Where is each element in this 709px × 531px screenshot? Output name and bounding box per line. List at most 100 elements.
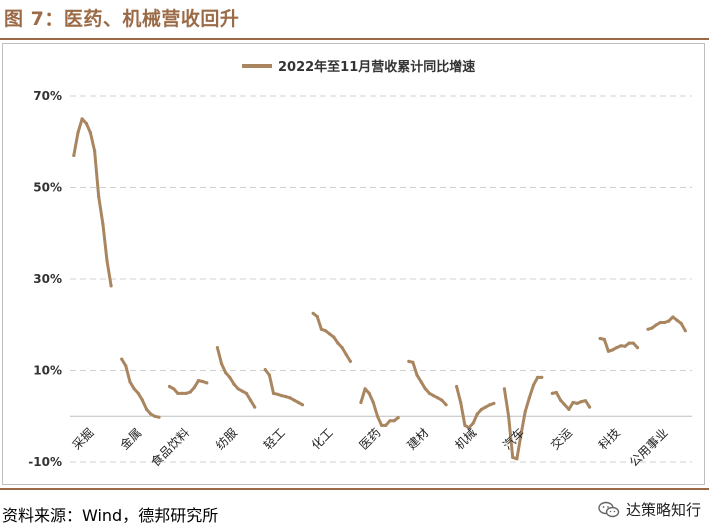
x-tick-label: 公用事业	[627, 426, 671, 470]
watermark-label: 达策略知行	[625, 501, 701, 519]
data-point	[623, 344, 627, 348]
data-point	[311, 311, 315, 315]
data-point	[172, 387, 176, 391]
data-point	[567, 407, 571, 411]
data-point	[550, 391, 554, 395]
data-point	[392, 419, 396, 423]
data-point	[563, 403, 567, 407]
data-point	[606, 349, 611, 353]
data-point	[523, 410, 527, 414]
x-tick-label: 金属	[117, 425, 145, 453]
y-tick-label: -10%	[28, 455, 62, 469]
data-point	[232, 382, 236, 386]
data-point	[88, 131, 92, 135]
data-point	[359, 400, 363, 405]
data-point	[423, 387, 427, 391]
data-point	[459, 400, 463, 405]
legend-label: 2022年至11月营收累计同比增速	[278, 59, 475, 75]
y-axis-ticks: -10% 10% 30% 50% 70%	[28, 89, 62, 469]
data-point	[540, 375, 544, 379]
data-point	[84, 121, 88, 125]
data-point	[388, 419, 392, 423]
x-tick-label: 建材	[405, 426, 432, 453]
y-tick-label: 30%	[33, 272, 62, 286]
x-tick-label: 纺服	[213, 426, 240, 453]
data-point	[683, 329, 687, 333]
series-line-3	[168, 379, 208, 395]
data-point	[635, 346, 640, 350]
x-tick-label: 采掘	[69, 425, 97, 453]
data-point	[479, 407, 484, 411]
data-point	[97, 195, 101, 199]
data-point	[248, 398, 253, 402]
data-point	[228, 375, 232, 379]
data-point	[280, 394, 284, 398]
data-point	[384, 423, 388, 427]
data-point	[463, 423, 467, 427]
data-point	[196, 379, 201, 383]
data-point	[267, 373, 271, 377]
x-axis-ticks: 采掘 金属 食品饮料 纺服 轻工 化工 医药 建材 机械 汽车 交运 科技 公用事业	[69, 425, 671, 470]
data-point	[240, 389, 244, 393]
series-line-9	[455, 386, 495, 430]
data-point	[654, 323, 658, 327]
data-point	[192, 385, 196, 389]
data-point	[188, 390, 192, 394]
source-note: 资料来源：Wind，德邦研究所	[2, 506, 219, 525]
series	[72, 117, 687, 461]
data-point	[631, 341, 635, 345]
data-point	[288, 396, 292, 400]
data-point	[271, 391, 276, 395]
data-point	[328, 332, 332, 336]
data-point	[284, 395, 288, 399]
data-point	[375, 414, 380, 418]
series-line-2	[120, 358, 160, 419]
data-point	[319, 327, 323, 331]
data-point	[215, 346, 219, 350]
data-point	[507, 414, 511, 418]
legend: 2022年至11月营收累计同比增速	[242, 59, 475, 75]
data-point	[340, 346, 344, 350]
data-point	[224, 371, 228, 375]
data-point	[149, 412, 153, 416]
data-point	[444, 403, 448, 407]
x-tick-label: 科技	[596, 426, 623, 453]
data-point	[219, 362, 224, 366]
data-point	[531, 383, 536, 387]
x-tick-label: 食品饮料	[148, 425, 193, 470]
page-title: 图 7：医药、机械营收回升	[4, 8, 240, 30]
data-point	[650, 326, 654, 330]
series-line-7	[359, 387, 400, 427]
data-point	[559, 398, 563, 402]
data-point	[72, 153, 76, 158]
data-point	[132, 387, 136, 391]
series-line-13	[647, 315, 687, 332]
series-line-12	[599, 337, 639, 353]
data-point	[315, 314, 319, 319]
data-point	[671, 315, 675, 319]
data-point	[157, 415, 161, 419]
data-point	[579, 400, 583, 404]
data-point	[300, 403, 305, 407]
data-point	[588, 405, 592, 409]
data-point	[415, 373, 419, 377]
data-point	[527, 396, 531, 400]
data-point	[236, 387, 240, 391]
series-line-1	[72, 117, 113, 287]
data-point	[332, 335, 336, 339]
data-point	[153, 414, 157, 418]
watermark: 达策略知行	[598, 499, 701, 520]
data-point	[176, 391, 180, 395]
series-line-11	[551, 391, 591, 411]
data-point	[427, 391, 432, 395]
data-point	[201, 379, 205, 384]
data-point	[136, 391, 140, 395]
data-point	[467, 426, 471, 430]
series-line-6	[312, 312, 352, 363]
data-point	[484, 405, 488, 409]
data-point	[128, 380, 132, 384]
x-tick-label: 机械	[452, 425, 480, 453]
data-point	[180, 391, 184, 395]
data-point	[598, 336, 602, 341]
